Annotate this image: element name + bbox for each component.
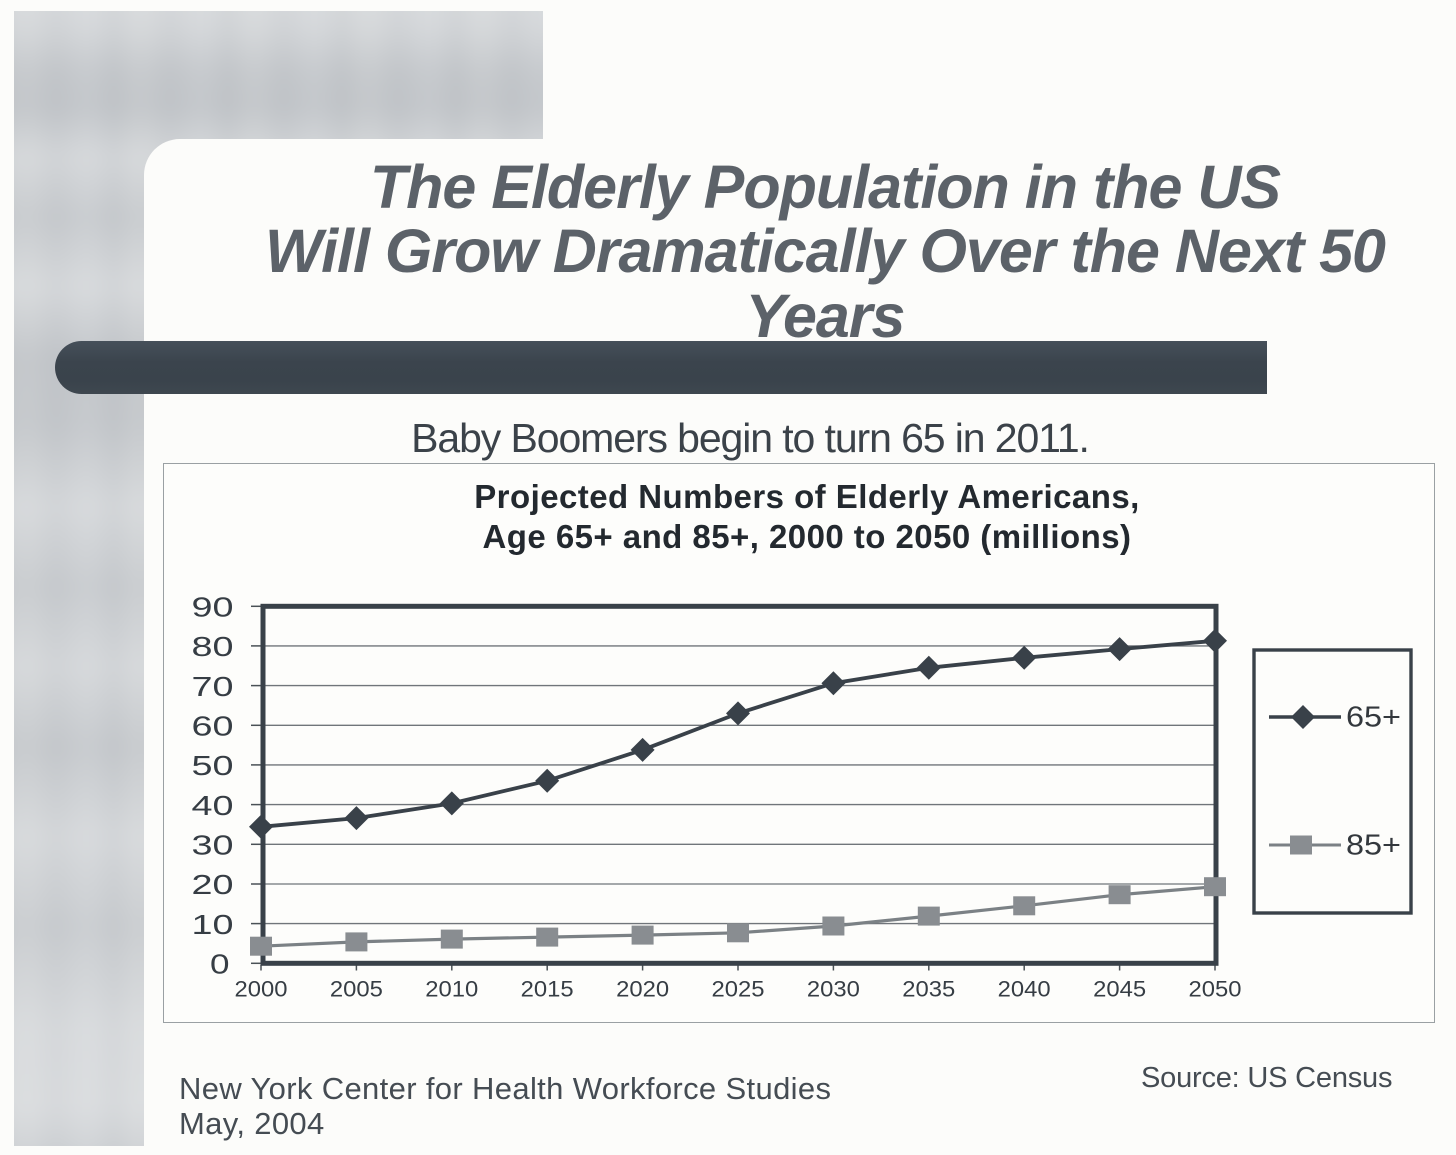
svg-text:2040: 2040 [998, 977, 1051, 1002]
svg-text:40: 40 [192, 790, 234, 821]
svg-text:80: 80 [192, 631, 234, 662]
svg-text:0: 0 [210, 949, 230, 980]
svg-text:2020: 2020 [616, 977, 669, 1002]
svg-text:50: 50 [192, 750, 234, 781]
svg-text:30: 30 [192, 830, 234, 861]
svg-text:20: 20 [192, 869, 234, 900]
svg-text:10: 10 [192, 909, 234, 940]
svg-text:60: 60 [192, 711, 234, 742]
svg-text:2030: 2030 [807, 977, 860, 1002]
svg-text:70: 70 [192, 671, 234, 702]
svg-text:65+: 65+ [1346, 702, 1401, 734]
svg-text:2025: 2025 [712, 977, 765, 1002]
svg-text:2005: 2005 [330, 977, 383, 1002]
svg-text:85+: 85+ [1346, 830, 1401, 862]
svg-text:2015: 2015 [521, 977, 574, 1002]
svg-text:2050: 2050 [1189, 977, 1242, 1002]
svg-text:2000: 2000 [235, 977, 288, 1002]
svg-text:2035: 2035 [902, 977, 955, 1002]
svg-text:2045: 2045 [1093, 977, 1146, 1002]
svg-text:90: 90 [192, 592, 234, 623]
svg-text:2010: 2010 [425, 977, 478, 1002]
